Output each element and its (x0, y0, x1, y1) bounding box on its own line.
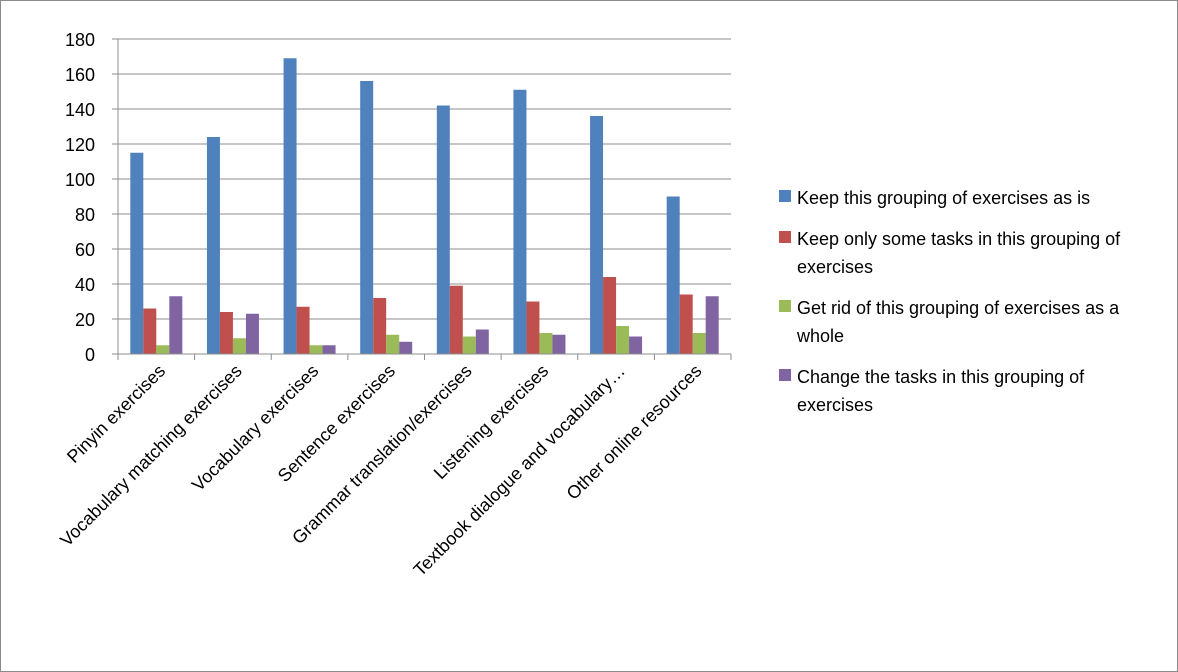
bar-series-2-cat-7 (603, 277, 617, 354)
legend-item: Keep this grouping of exercises as is (779, 184, 1169, 212)
bar-series-3-cat-3 (309, 345, 323, 354)
gridlines (118, 38, 731, 320)
legend-swatch (779, 231, 791, 243)
legend-item: Get rid of this grouping of exercises as… (779, 294, 1169, 350)
bar-series-4-cat-8 (705, 296, 719, 354)
y-tick-label: 160 (65, 65, 95, 85)
bar-series-2-cat-1 (143, 308, 157, 354)
y-tick-label: 120 (65, 135, 95, 155)
bar-series-4-cat-4 (399, 341, 413, 354)
bar-series-4-cat-3 (322, 345, 336, 354)
bar-series-3-cat-2 (232, 338, 246, 354)
bar-series-4-cat-1 (169, 296, 183, 354)
bar-series-2-cat-8 (679, 294, 693, 354)
legend-label: Change the tasks in this grouping of exe… (797, 367, 1085, 415)
bar-series-3-cat-8 (692, 333, 706, 354)
legend: Keep this grouping of exercises as is Kee… (779, 184, 1169, 432)
bar-series-1-cat-8 (666, 196, 680, 354)
bar-series-1-cat-6 (513, 89, 527, 354)
bar-series-2-cat-5 (449, 285, 463, 354)
legend-item: Change the tasks in this grouping of exe… (779, 363, 1169, 419)
bar-series-1-cat-4 (360, 81, 374, 354)
legend-swatch (779, 369, 791, 381)
bar-series-2-cat-4 (373, 298, 387, 354)
legend-label: Keep this grouping of exercises as is (797, 188, 1091, 208)
y-tick-label: 40 (75, 275, 95, 295)
y-tick-label: 140 (65, 100, 95, 120)
bar-series-2-cat-3 (296, 306, 310, 354)
y-tick-label: 0 (85, 345, 95, 365)
bar-series-3-cat-7 (616, 326, 630, 354)
x-category-label: Other online resources (563, 361, 706, 504)
bar-series-4-cat-6 (552, 334, 566, 354)
bar-series-1-cat-3 (283, 58, 297, 354)
bar-series-3-cat-5 (462, 336, 476, 354)
y-tick-label: 100 (65, 170, 95, 190)
legend-swatch (779, 300, 791, 312)
bar-series-2-cat-2 (219, 312, 233, 354)
bar-series-4-cat-5 (475, 329, 489, 354)
axes (117, 39, 732, 360)
bar-series-4-cat-7 (629, 336, 643, 354)
legend-item: Keep only some tasks in this grouping of… (779, 225, 1169, 281)
bar-series-1-cat-2 (206, 137, 220, 354)
bar-series-2-cat-6 (526, 301, 540, 354)
y-tick-labels: 0 20 40 60 80 100 120 140 160 180 (65, 30, 118, 365)
bar-series-1-cat-5 (436, 105, 450, 354)
legend-label: Keep only some tasks in this grouping of… (797, 229, 1121, 277)
bars (130, 58, 719, 354)
bar-series-1-cat-1 (130, 152, 144, 354)
bar-series-3-cat-4 (386, 334, 400, 354)
bar-series-4-cat-2 (245, 313, 259, 354)
y-tick-label: 180 (65, 30, 95, 50)
x-category-label: Vocabulary exercises (188, 361, 322, 495)
bar-series-1-cat-7 (590, 116, 604, 354)
bar-series-3-cat-1 (156, 345, 170, 354)
legend-label: Get rid of this grouping of exercises as… (797, 298, 1120, 346)
y-tick-label: 20 (75, 310, 95, 330)
legend-swatch (779, 190, 791, 202)
bar-series-3-cat-6 (539, 333, 553, 354)
y-tick-label: 60 (75, 240, 95, 260)
y-tick-label: 80 (75, 205, 95, 225)
